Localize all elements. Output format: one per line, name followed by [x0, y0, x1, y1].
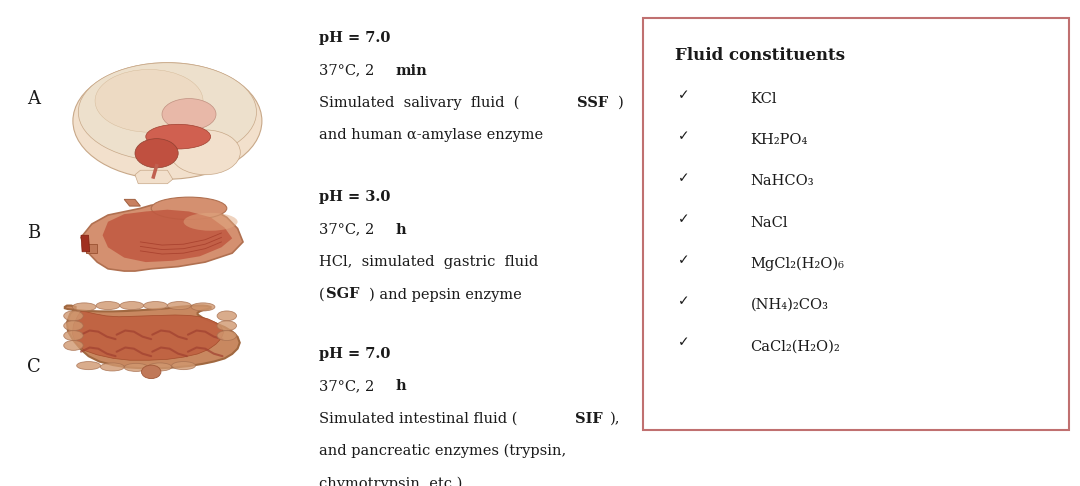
Polygon shape [72, 312, 224, 360]
Ellipse shape [184, 213, 238, 231]
Text: chymotrypsin, etc.): chymotrypsin, etc.) [319, 476, 462, 486]
Ellipse shape [191, 303, 215, 311]
Ellipse shape [146, 124, 211, 149]
FancyBboxPatch shape [643, 18, 1069, 430]
Text: A: A [27, 89, 40, 107]
Text: MgCl₂(H₂O)₆: MgCl₂(H₂O)₆ [751, 257, 845, 271]
Ellipse shape [144, 301, 167, 310]
Ellipse shape [78, 63, 257, 161]
Ellipse shape [172, 362, 195, 370]
Text: Simulated  salivary  fluid  (: Simulated salivary fluid ( [319, 96, 519, 110]
Ellipse shape [96, 301, 120, 310]
Text: 37°C, 2: 37°C, 2 [319, 380, 378, 394]
Text: ✓: ✓ [678, 295, 690, 308]
Ellipse shape [162, 99, 216, 130]
Text: min: min [396, 64, 428, 78]
Text: h: h [396, 223, 406, 237]
Ellipse shape [141, 365, 161, 379]
Text: 37°C, 2: 37°C, 2 [319, 223, 378, 237]
Text: ): ) [618, 96, 623, 110]
Ellipse shape [64, 311, 83, 321]
Text: ),: ), [610, 412, 621, 426]
Text: CaCl₂(H₂O)₂: CaCl₂(H₂O)₂ [751, 339, 840, 353]
Text: h: h [396, 380, 406, 394]
Text: NaCl: NaCl [751, 215, 788, 229]
Text: (: ( [319, 287, 324, 301]
Text: 37°C, 2: 37°C, 2 [319, 64, 378, 78]
Text: B: B [27, 224, 40, 242]
Text: pH = 7.0: pH = 7.0 [319, 347, 390, 361]
Polygon shape [124, 199, 140, 206]
Ellipse shape [64, 341, 83, 350]
Text: and pancreatic enzymes (trypsin,: and pancreatic enzymes (trypsin, [319, 444, 566, 458]
Polygon shape [81, 235, 90, 252]
Ellipse shape [217, 321, 237, 330]
Text: ✓: ✓ [678, 129, 690, 143]
Polygon shape [81, 204, 243, 271]
Ellipse shape [171, 130, 240, 175]
Ellipse shape [217, 330, 237, 341]
Ellipse shape [217, 311, 237, 321]
Text: SGF: SGF [326, 287, 360, 301]
Text: ) and pepsin enzyme: ) and pepsin enzyme [369, 287, 522, 302]
Text: NaHCO₃: NaHCO₃ [751, 174, 814, 188]
Text: ✓: ✓ [678, 88, 690, 102]
Text: HCl,  simulated  gastric  fluid: HCl, simulated gastric fluid [319, 255, 538, 269]
Ellipse shape [167, 301, 191, 310]
Ellipse shape [64, 330, 83, 341]
Polygon shape [103, 209, 232, 262]
Ellipse shape [77, 362, 100, 370]
Ellipse shape [95, 69, 203, 132]
Text: pH = 7.0: pH = 7.0 [319, 32, 390, 45]
Ellipse shape [72, 303, 96, 311]
Ellipse shape [64, 321, 83, 330]
Polygon shape [86, 244, 97, 253]
Text: pH = 3.0: pH = 3.0 [319, 191, 390, 205]
Text: (NH₄)₂CO₃: (NH₄)₂CO₃ [751, 298, 828, 312]
Text: KCl: KCl [751, 92, 778, 106]
Ellipse shape [100, 363, 124, 371]
Ellipse shape [151, 197, 227, 220]
Text: ✓: ✓ [678, 335, 690, 349]
Ellipse shape [135, 139, 178, 168]
Text: SIF: SIF [575, 412, 603, 426]
Ellipse shape [73, 63, 261, 179]
Text: ✓: ✓ [678, 212, 690, 226]
Polygon shape [135, 170, 173, 184]
Text: Simulated intestinal fluid (: Simulated intestinal fluid ( [319, 412, 517, 426]
Text: and human α-amylase enzyme: and human α-amylase enzyme [319, 128, 543, 142]
Ellipse shape [148, 363, 172, 371]
Text: SSF: SSF [577, 96, 608, 110]
Polygon shape [65, 306, 240, 368]
Ellipse shape [120, 301, 144, 310]
Text: Fluid constituents: Fluid constituents [675, 47, 845, 64]
Text: C: C [27, 358, 41, 376]
Text: ✓: ✓ [678, 171, 690, 185]
Text: KH₂PO₄: KH₂PO₄ [751, 133, 808, 147]
Ellipse shape [124, 364, 148, 371]
Text: ✓: ✓ [678, 253, 690, 267]
